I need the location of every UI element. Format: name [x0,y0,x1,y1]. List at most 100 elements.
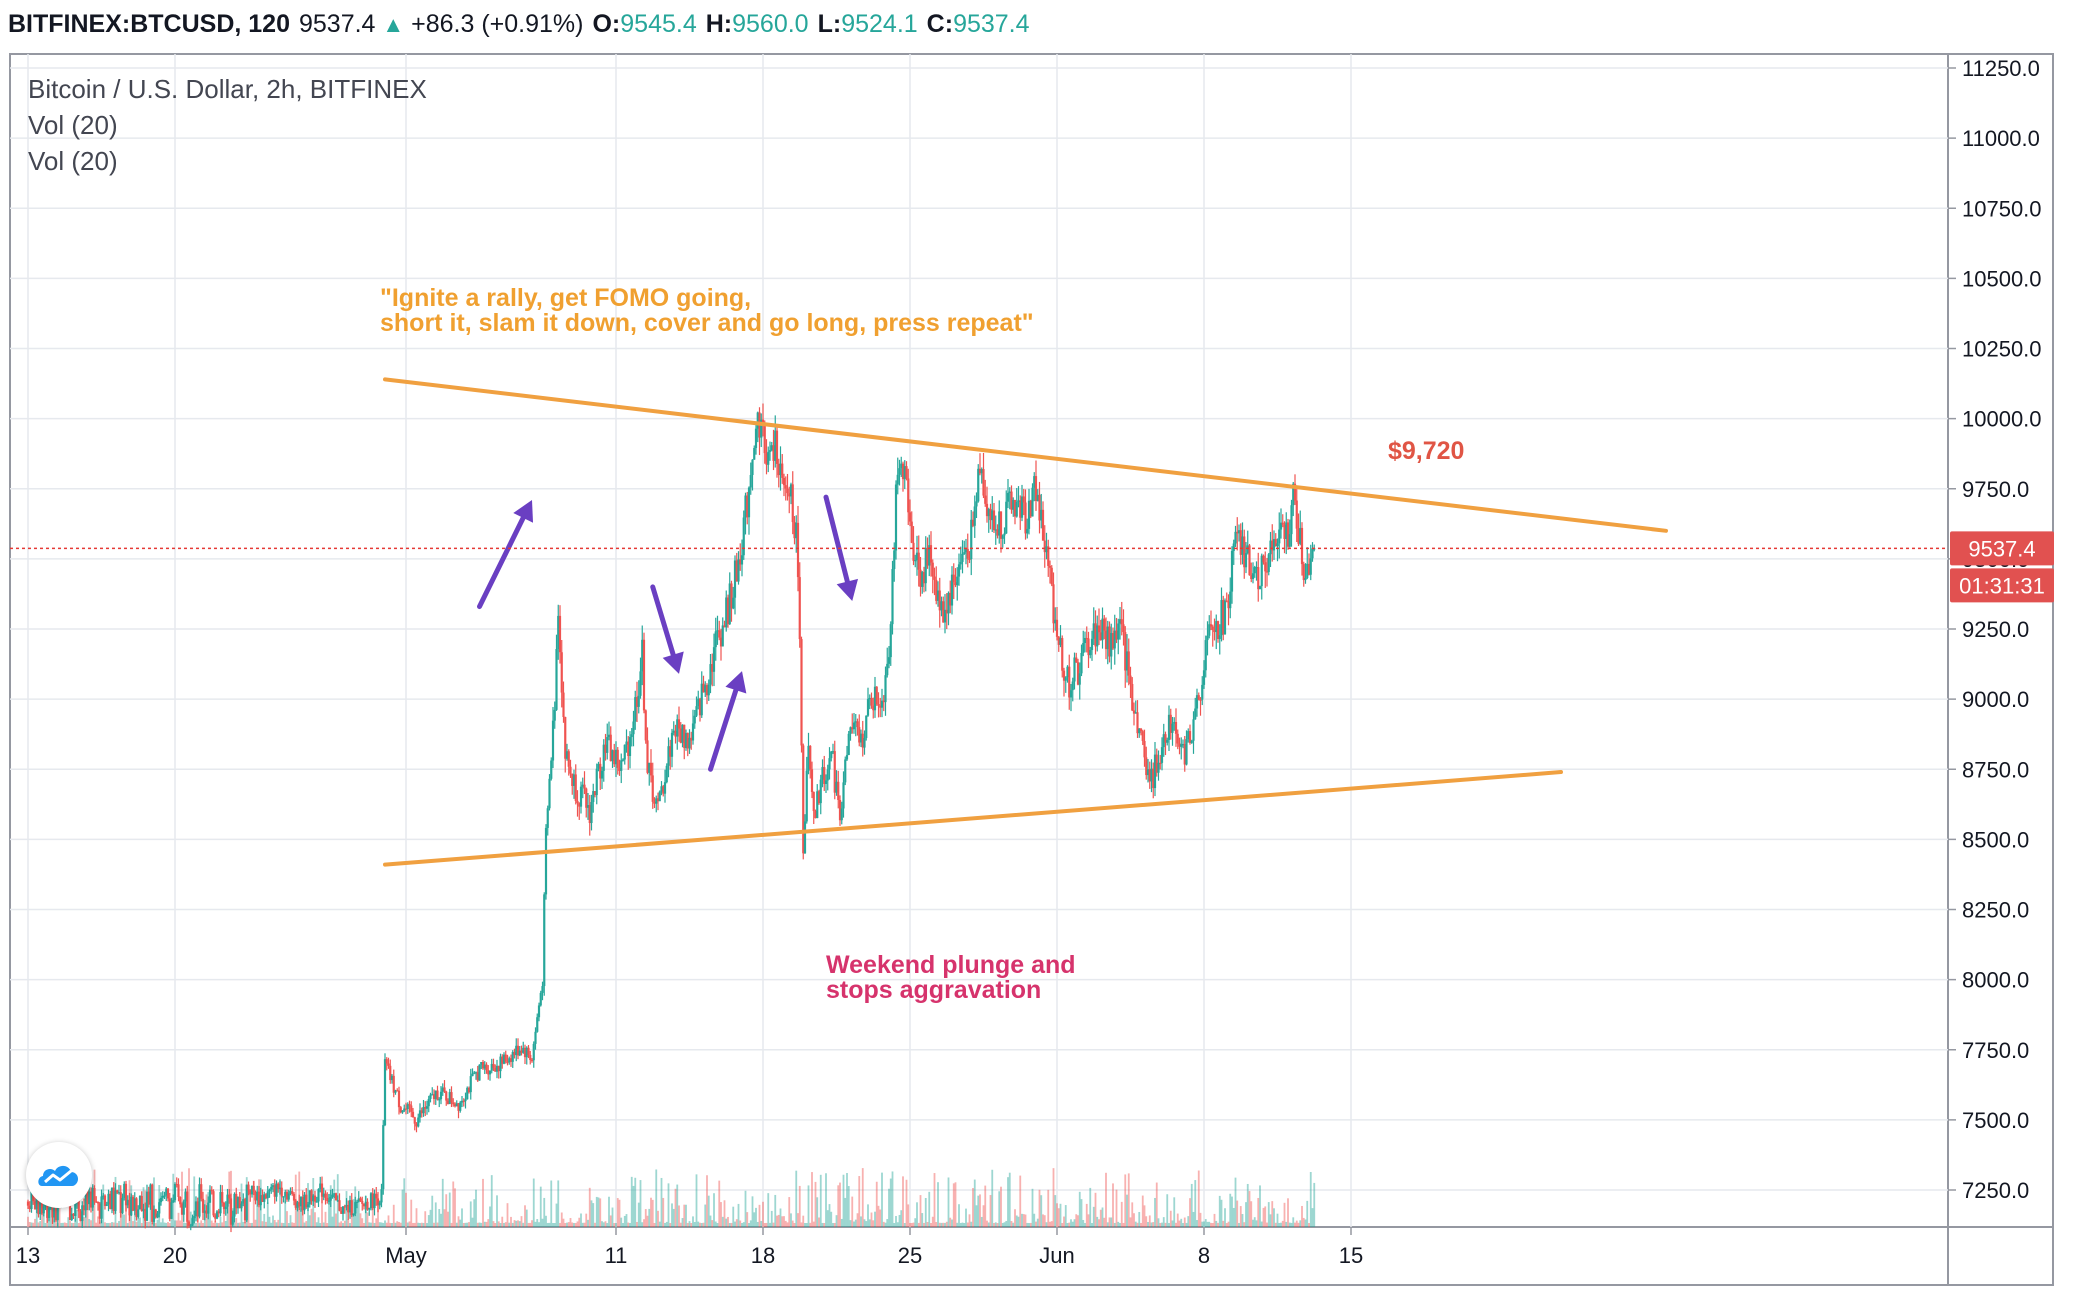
time-tick-label: 18 [751,1243,775,1268]
candle-body [462,1100,465,1103]
candle-body [445,1091,448,1101]
candle-body [117,1192,121,1194]
close-value: 9537.4 [953,10,1030,38]
resistance-trendline[interactable] [383,377,1668,533]
volume-bar [454,1188,456,1227]
volume-bar [931,1216,934,1227]
volume-bar [1180,1218,1183,1227]
volume-bar [1134,1221,1137,1227]
volume-bar [765,1222,768,1227]
volume-bar [1094,1192,1097,1227]
volume-bar [261,1221,264,1227]
candlestick-series[interactable] [26,403,1316,1233]
volume-bar [826,1210,829,1227]
volume-bar [963,1222,966,1227]
volume-bar [1183,1217,1186,1227]
volume-bar [821,1222,824,1227]
volume-indicator-legend-2[interactable]: Vol (20) [28,146,118,176]
symbol-interval[interactable]: BITFINEX:BTCUSD, 120 [8,10,290,38]
candle-body [320,1183,324,1197]
volume-bar [1271,1201,1274,1227]
volume-bar [713,1193,715,1227]
candle-body [422,1106,425,1114]
candle-body [728,583,731,625]
volume-bar [1126,1194,1128,1227]
volume-bar [889,1178,892,1227]
candle-body [1255,567,1258,569]
volume-indicator-legend-1[interactable]: Vol (20) [28,110,118,140]
volume-bar [1138,1211,1141,1227]
volume-bar [702,1222,705,1227]
volume-bar [1147,1222,1149,1227]
candle-body [355,1201,359,1203]
candle-body [1127,651,1130,676]
volume-bar [847,1186,850,1227]
volume-bar [1008,1172,1011,1227]
volume-bar [212,1222,215,1227]
price-tick-label: 8250.0 [1962,898,2029,923]
candle-body [105,1204,108,1206]
volume-bar [483,1221,486,1227]
volume-bar [742,1222,745,1227]
volume-bar [1124,1174,1127,1227]
volume-bar [182,1222,185,1227]
candle-body [30,1189,33,1210]
candle-body [89,1191,93,1208]
volume-bar [471,1217,474,1227]
candle-body [483,1064,486,1069]
volume-bar [55,1220,57,1227]
candle-body [817,791,821,804]
candle-body [296,1202,299,1208]
volume-bar [504,1222,507,1227]
support-trendline[interactable] [383,770,1563,867]
volume-bar [517,1220,519,1227]
candle-body [432,1094,436,1099]
volume-bar [167,1222,169,1227]
tradingview-logo[interactable] [26,1142,92,1208]
candle-body [903,466,906,480]
plunge-annotation-line-2: stops aggravation [826,976,1041,1004]
volume-bar [1231,1196,1233,1227]
volume-bar [116,1222,119,1227]
volume-bar [1073,1219,1076,1227]
volume-bar [154,1222,157,1227]
candle-body [131,1196,135,1211]
price-axis[interactable]: 11250.0 11000.0 10750.0 10500.0 10250.0 10000… [1948,56,2042,1203]
volume-bar [492,1221,495,1227]
volume-bar [711,1220,714,1227]
candle-body [1234,531,1237,544]
volume-bar [1031,1188,1034,1227]
candle-body [907,478,910,513]
candle-body [618,767,621,771]
volume-bar [112,1222,115,1227]
candle-body [588,805,591,824]
volume-bar [739,1220,742,1227]
time-axis[interactable]: 13 20 May 11 18 25 Jun 8 15 [16,1227,1363,1268]
candle-body [389,1065,392,1081]
candle-body [410,1105,413,1112]
candle-body [628,737,632,756]
volume-bar [132,1221,134,1227]
volume-bar [1313,1182,1316,1227]
candle-body [1045,546,1048,553]
candle-body [186,1191,189,1222]
price-tick-label: 8750.0 [1962,757,2029,782]
candle-body [144,1208,147,1221]
volume-bar [1040,1195,1043,1227]
candle-body [938,590,941,611]
volume-bar [671,1203,673,1227]
volume-bar [405,1192,407,1227]
candle-body [830,751,833,759]
candle-body [96,1201,100,1204]
volume-bar [161,1218,164,1227]
volume-bar [254,1219,257,1227]
volume-bar [1162,1217,1165,1227]
volume-bar [1033,1213,1036,1227]
volume-bar [1220,1199,1223,1227]
volume-bar [1239,1206,1242,1227]
volume-bar [326,1222,329,1227]
chart-title-legend[interactable]: Bitcoin / U.S. Dollar, 2h, BITFINEX [28,74,427,104]
price-tick-label: 7250.0 [1962,1178,2029,1203]
candle-body [1262,555,1265,563]
